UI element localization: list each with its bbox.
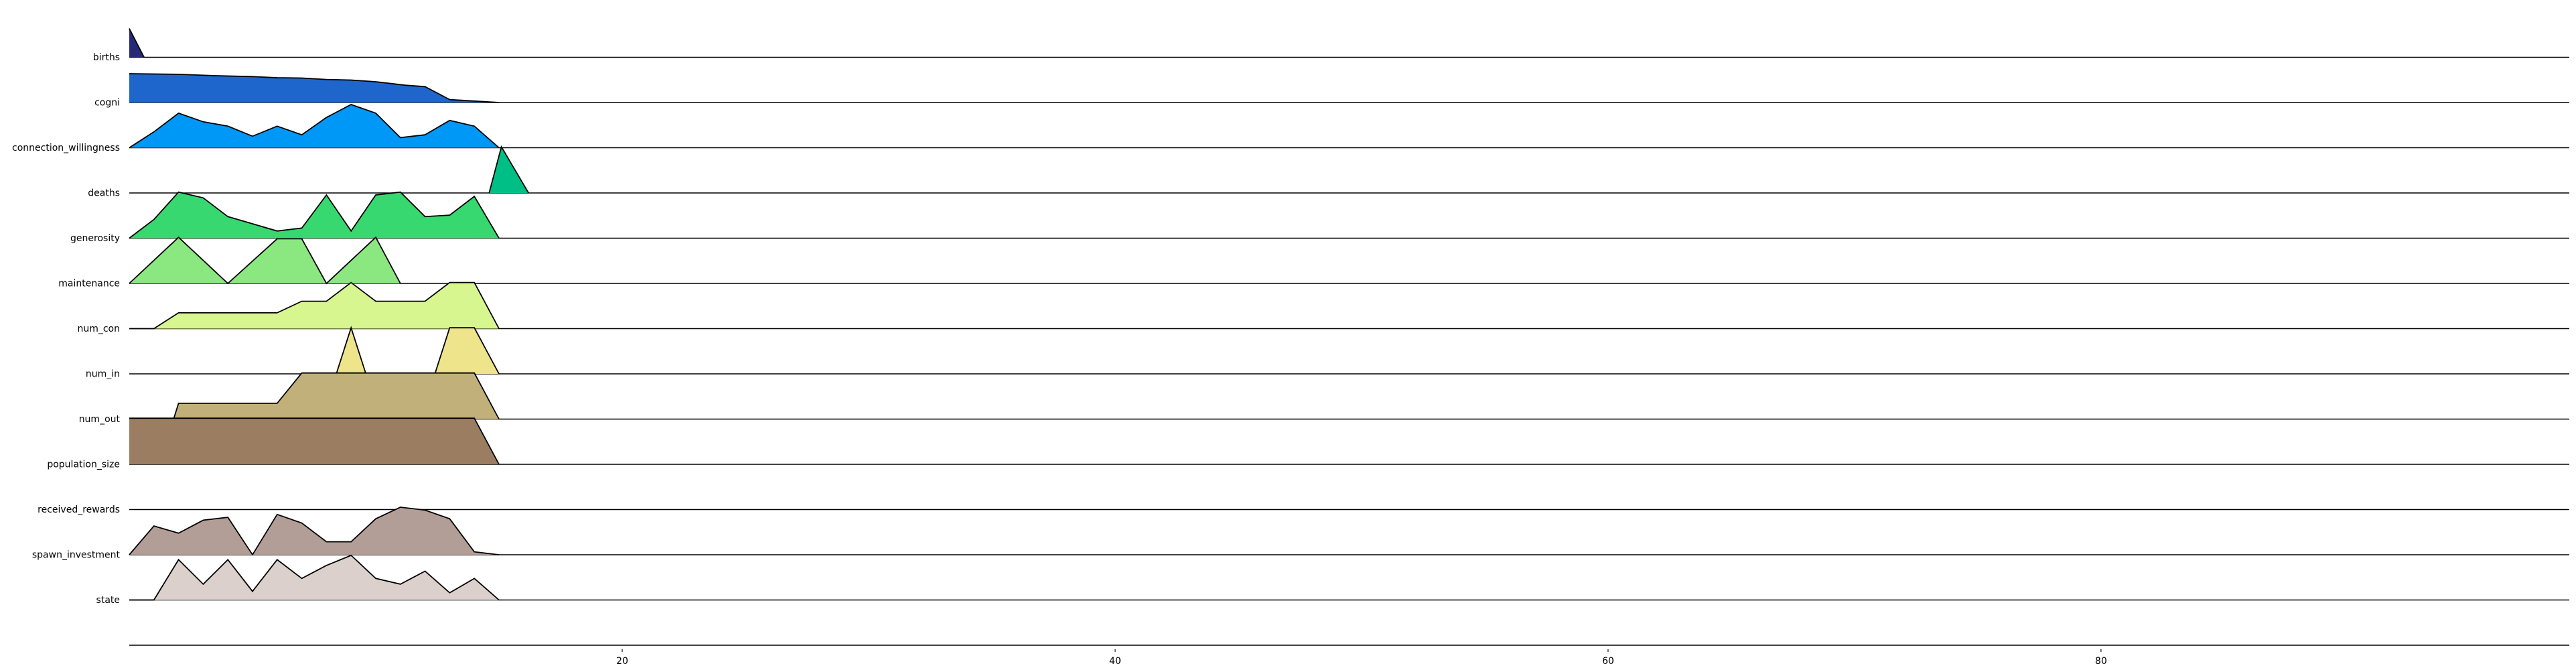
ridge-label: received_rewards <box>38 505 120 515</box>
ridge-state: state <box>96 595 2569 646</box>
ridge-label: num_con <box>77 324 120 334</box>
ridge-outline <box>129 281 500 330</box>
ridge-generosity: generosity <box>70 233 2569 285</box>
ridge-outline <box>129 191 500 239</box>
ridge-births: births <box>93 52 2569 103</box>
ridge-outline <box>129 417 500 465</box>
ridge-label: num_out <box>79 414 121 425</box>
ridge-area <box>489 147 529 193</box>
ridge-label: state <box>96 595 120 606</box>
ridge-received_rewards: received_rewards <box>38 505 2569 556</box>
ridge-outline <box>129 554 500 601</box>
ridge-label: maintenance <box>58 279 120 289</box>
ridge-outline <box>129 236 401 285</box>
x-tick-label: 60 <box>1602 656 1614 667</box>
ridge-label: num_in <box>86 369 120 380</box>
ridge-outline <box>129 104 500 149</box>
ridge-population_size: population_size <box>47 460 2569 511</box>
ridge-outline <box>129 372 500 420</box>
ridge-outline <box>129 28 145 58</box>
ridge-area <box>129 74 499 103</box>
ridge-area <box>129 237 401 283</box>
ridge-cogni: cogni <box>94 98 2569 149</box>
ridge-area <box>129 555 499 600</box>
ridge-area <box>336 328 499 374</box>
ridge-num_out: num_out <box>79 414 2569 465</box>
ridge-label: spawn_investment <box>32 550 121 561</box>
ridge-maintenance: maintenance <box>58 279 2569 330</box>
ridge-outline <box>129 73 500 103</box>
ridge-num_in: num_in <box>86 369 2569 420</box>
ridge-connection_willingness: connection_willingness <box>12 143 2569 194</box>
x-tick-label: 80 <box>2095 656 2107 667</box>
ridge-top-unlabeled <box>129 28 2569 58</box>
ridge-outline <box>488 145 529 194</box>
ridge-area <box>129 282 499 329</box>
ridge-area <box>129 507 499 555</box>
ridge-label: births <box>93 52 120 63</box>
ridge-spawn_investment: spawn_investment <box>32 550 2569 601</box>
ridge-label: connection_willingness <box>12 143 120 153</box>
ridge-area <box>129 418 499 464</box>
ridge-label: deaths <box>88 188 120 199</box>
x-tick-label: 20 <box>616 656 628 667</box>
ridge-label: cogni <box>94 98 120 109</box>
ridge-area <box>129 192 499 239</box>
ridge-outline <box>129 507 500 556</box>
ridge-deaths: deaths <box>88 188 2569 239</box>
x-tick-label: 40 <box>1109 656 1121 667</box>
ridge-label: generosity <box>70 233 120 244</box>
ridge-num_con: num_con <box>77 324 2569 375</box>
ridge-area <box>129 373 499 419</box>
ridge-label: population_size <box>47 460 120 470</box>
